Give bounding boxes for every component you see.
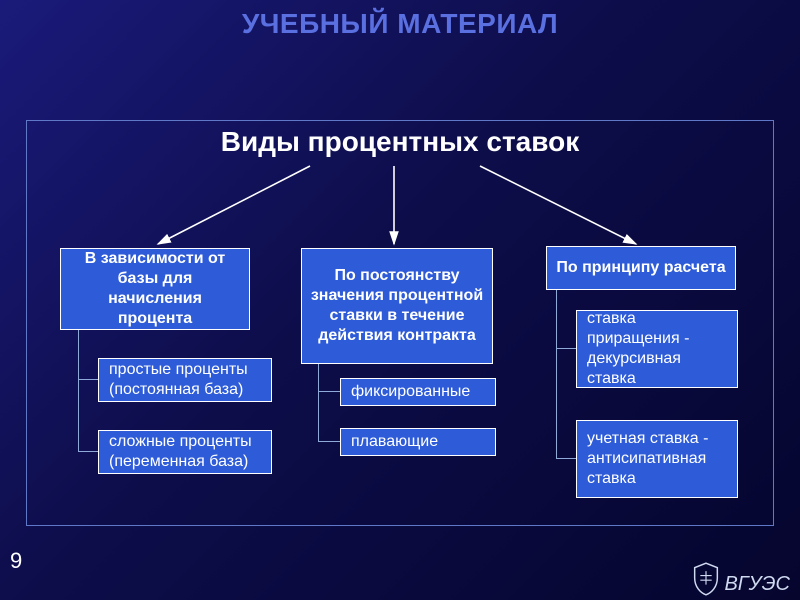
page-title: УЧЕБНЫЙ МАТЕРИАЛ — [0, 8, 800, 40]
item-box: сложные проценты (переменная база) — [98, 430, 272, 474]
page-number: 9 — [10, 548, 22, 574]
connector — [556, 290, 576, 459]
category-box: По постоянству значения процентной ставк… — [301, 248, 493, 364]
logo-text: ВГУЭС — [724, 573, 790, 596]
footer-logo: ВГУЭС — [692, 562, 790, 596]
category-box: По принципу расчета — [546, 246, 736, 290]
connector — [78, 330, 98, 452]
item-box: учетная ставка - антисипативная ставка — [576, 420, 738, 498]
item-box: фиксированные — [340, 378, 496, 406]
category-box: В зависимости от базы для начисления про… — [60, 248, 250, 330]
crest-icon — [692, 562, 720, 596]
connector — [318, 364, 340, 442]
item-box: простые проценты (постоянная база) — [98, 358, 272, 402]
diagram-title: Виды процентных ставок — [26, 126, 774, 158]
item-box: плавающие — [340, 428, 496, 456]
item-box: ставка приращения - декурсивная ставка — [576, 310, 738, 388]
